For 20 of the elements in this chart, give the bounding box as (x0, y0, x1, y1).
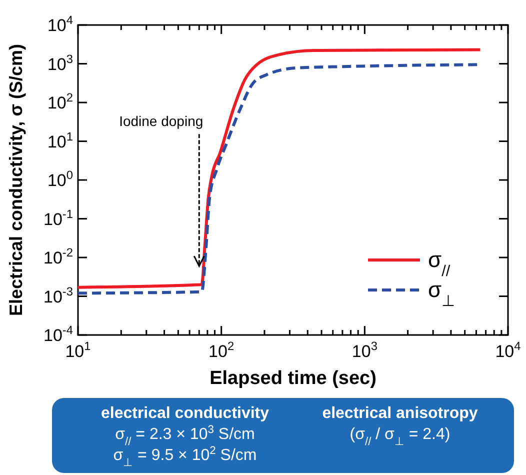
text: electrical anisotropy (322, 405, 478, 422)
x-tick-label: 10$^{2}$ (208, 339, 234, 361)
y-tick-label: 10$^{-1}$ (44, 206, 74, 229)
text: electrical conductivity (100, 405, 270, 422)
y-tick-label: 10$^{4}$ (47, 13, 74, 35)
y-tick-label: 10$^{3}$ (47, 52, 74, 74)
legend-label: σ$_{⊥}$ (428, 277, 455, 310)
x-tick-label: 10$^{3}$ (352, 339, 378, 361)
y-tick-label: 10$^{2}$ (47, 90, 74, 112)
legend-label: σ$_{//}$ (428, 247, 451, 280)
annotation: Iodine doping (119, 113, 204, 130)
y-axis-title: Electrical conductivity, σ (S/cm) (6, 44, 26, 316)
y-tick-label: 10$^{0}$ (47, 168, 74, 190)
text: (σ$_{//}$ / σ$_{⊥}$ = 2.4) (350, 426, 450, 448)
y-tick-label: 10$^{1}$ (47, 129, 74, 152)
text: σ$_{⊥}$ = 9.5 × 10$^{2}$ S/cm (113, 445, 257, 469)
y-tick-label: 10$^{-3}$ (44, 284, 74, 306)
x-axis-title: Elapsed time (sec) (210, 368, 376, 389)
y-tick-label: 10$^{-2}$ (44, 246, 74, 268)
x-tick-label: 10$^{4}$ (495, 339, 522, 361)
